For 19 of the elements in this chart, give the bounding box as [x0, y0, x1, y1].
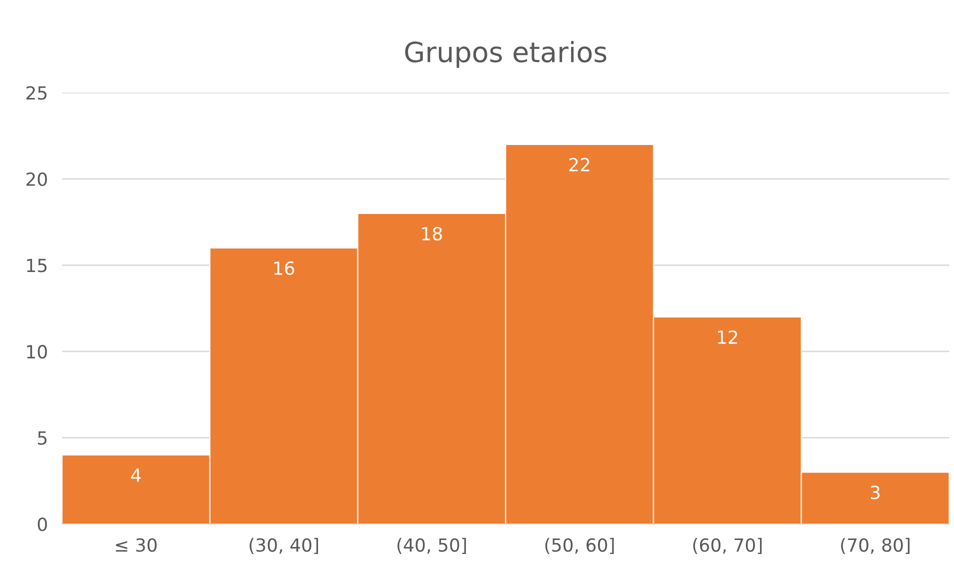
- x-tick-label: (70, 80]: [841, 538, 910, 554]
- y-tick-label: 15: [27, 258, 47, 272]
- data-label: 4: [131, 468, 141, 482]
- chart-title: Grupos etarios: [405, 40, 606, 68]
- y-tick-label: 0: [38, 517, 47, 532]
- x-tick-label: ≤ 30: [116, 538, 157, 552]
- data-label: 18: [422, 226, 442, 240]
- data-label: 22: [569, 158, 590, 172]
- x-tick-label: (40, 50]: [397, 538, 466, 554]
- data-label: 3: [870, 486, 880, 500]
- y-tick-label: 10: [27, 344, 47, 359]
- y-tick-label: 20: [26, 172, 47, 186]
- data-label: 12: [718, 330, 738, 344]
- data-label: 16: [274, 261, 294, 275]
- x-tick-label: (30, 40]: [250, 538, 318, 554]
- x-tick-label: (50, 60]: [545, 538, 614, 554]
- y-tick-label: 25: [26, 86, 47, 100]
- y-tick-label: 5: [38, 431, 47, 445]
- x-tick-label: (60, 70]: [693, 538, 762, 554]
